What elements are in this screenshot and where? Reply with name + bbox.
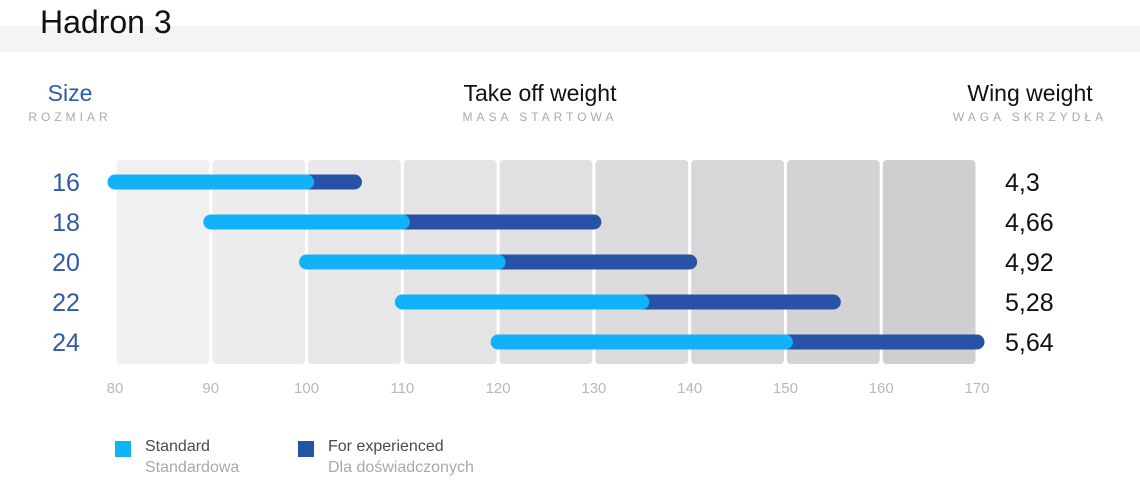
- wing-header-label: Wing weight: [967, 80, 1093, 106]
- legend-standard: Standard Standardowa: [115, 438, 285, 478]
- x-tick-label: 100: [294, 380, 319, 397]
- x-tick-label: 140: [677, 380, 702, 397]
- takeoff-header-sublabel: MASA STARTOWA: [462, 110, 618, 124]
- size-label: 18: [52, 209, 80, 237]
- legend-experienced-label: For experienced: [328, 438, 444, 455]
- bar-experienced: [777, 334, 985, 350]
- x-tick-label: 110: [390, 380, 414, 397]
- legend-standard-swatch: [115, 441, 131, 457]
- legend-experienced-swatch: [298, 441, 314, 457]
- x-tick-label: 80: [107, 380, 124, 397]
- page-title: Hadron 3: [40, 4, 172, 40]
- wing-header: Wing weight WAGA SKRZYDŁA: [930, 79, 1130, 127]
- x-tick-label: 160: [869, 380, 894, 397]
- legend-experienced-sublabel: Dla doświadczonych: [328, 459, 474, 476]
- bar-standard: [203, 214, 410, 230]
- grid-band: [212, 160, 306, 364]
- bar-standard: [490, 334, 793, 350]
- size-label: 22: [52, 289, 80, 317]
- bar-experienced: [634, 294, 841, 310]
- takeoff-header: Take off weight MASA STARTOWA: [420, 79, 660, 127]
- x-tick-label: 150: [773, 380, 798, 397]
- legend-standard-sublabel: Standardowa: [145, 459, 240, 476]
- wing-weight-label: 4,66: [1005, 209, 1054, 237]
- wing-weight-label: 4,3: [1005, 169, 1040, 197]
- bar-standard: [299, 254, 506, 270]
- size-header-label: Size: [47, 80, 93, 106]
- takeoff-weight-chart: 80 90 100 110 120 130 140 150 160 170 16 4,3 18 4,66 2…: [52, 160, 1054, 397]
- size-header: Size ROZMIAR: [20, 79, 120, 127]
- takeoff-header-label: Take off weight: [463, 80, 617, 106]
- wing-weight-label: 5,64: [1005, 329, 1054, 357]
- x-tick-label: 120: [486, 380, 511, 397]
- grid-band: [691, 160, 784, 364]
- grid-band: [786, 160, 880, 364]
- grid-band: [116, 160, 210, 364]
- size-header-sublabel: ROZMIAR: [28, 110, 112, 124]
- bar-experienced: [299, 174, 362, 190]
- bar-standard: [394, 294, 650, 310]
- legend-experienced: For experienced Dla doświadczonych: [298, 438, 518, 478]
- size-label: 24: [52, 329, 80, 357]
- bar-experienced: [490, 254, 698, 270]
- x-tick-label: 170: [964, 380, 989, 397]
- size-label: 20: [52, 249, 80, 277]
- bar-standard: [107, 174, 315, 190]
- legend-standard-label: Standard: [145, 438, 210, 455]
- wing-weight-label: 5,28: [1005, 289, 1054, 317]
- bar-experienced: [394, 214, 602, 230]
- wing-weight-label: 4,92: [1005, 249, 1054, 277]
- wing-header-sublabel: WAGA SKRZYDŁA: [952, 110, 1108, 124]
- x-tick-label: 130: [581, 380, 606, 397]
- size-label: 16: [52, 169, 80, 197]
- grid-band: [882, 160, 976, 364]
- x-tick-label: 90: [202, 380, 219, 397]
- title-band: [0, 26, 1140, 52]
